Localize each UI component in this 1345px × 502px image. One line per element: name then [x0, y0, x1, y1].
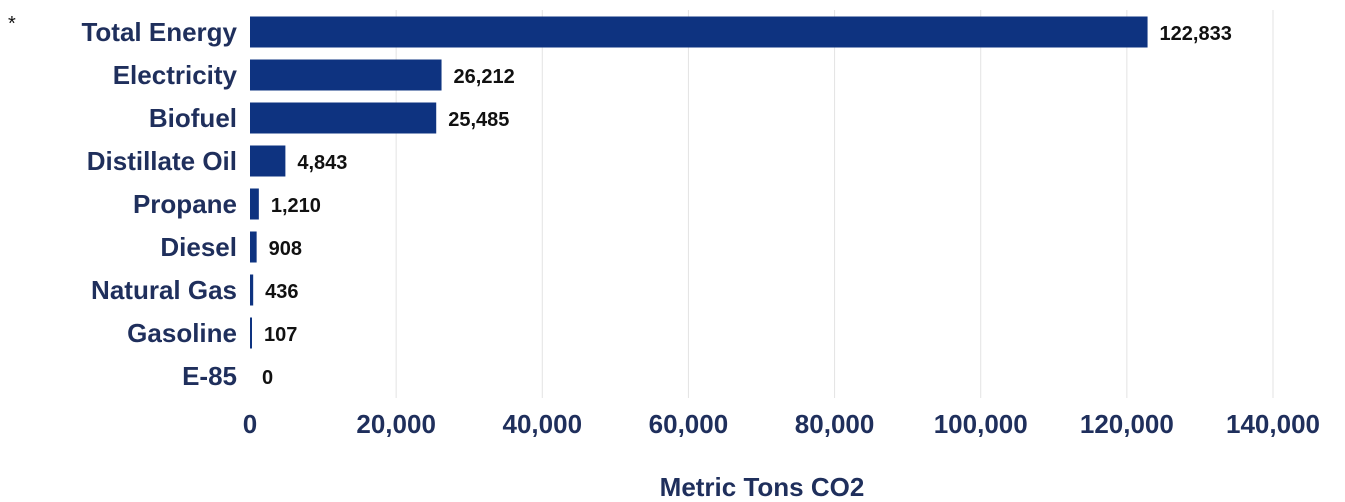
value-label: 4,843: [297, 152, 347, 174]
category-label: Gasoline: [127, 318, 237, 348]
x-axis-title: Metric Tons CO2: [660, 472, 865, 502]
bar: [250, 188, 259, 220]
bar: [250, 274, 254, 306]
bars: [250, 16, 1148, 349]
category-label: Biofuel: [149, 103, 237, 133]
category-label: Total Energy: [81, 17, 237, 47]
x-tick-label: 20,000: [356, 409, 436, 439]
x-tick-label: 40,000: [503, 409, 583, 439]
footnote-marker: *: [8, 13, 16, 35]
bar: [250, 317, 252, 349]
value-label: 25,485: [448, 109, 509, 131]
bar: [250, 59, 442, 91]
value-label: 122,833: [1160, 23, 1232, 45]
x-axis-tick-labels: 0 20,000 40,000 60,000 80,000 100,000 120,000 1…: [243, 409, 1320, 439]
bar: [250, 16, 1148, 48]
category-label: Propane: [133, 189, 237, 219]
grid-lines: [395, 10, 1274, 398]
value-label: 908: [269, 238, 302, 260]
value-label: 26,212: [454, 66, 515, 88]
category-label: E-85: [182, 361, 237, 391]
x-tick-label: 140,000: [1226, 409, 1320, 439]
x-tick-label: 100,000: [934, 409, 1028, 439]
x-tick-label: 80,000: [795, 409, 875, 439]
x-tick-label: 120,000: [1080, 409, 1174, 439]
value-label: 0: [262, 367, 273, 389]
value-label: 107: [264, 324, 297, 346]
value-labels: 122,833 26,212 25,485 4,843 1,210 908 436 107 0: [262, 23, 1232, 389]
bar: [250, 145, 286, 177]
bar: [250, 231, 257, 263]
x-tick-label: 0: [243, 409, 257, 439]
bar: [250, 102, 437, 134]
x-tick-label: 60,000: [649, 409, 729, 439]
value-label: 1,210: [271, 195, 321, 217]
category-label: Electricity: [113, 60, 238, 90]
value-label: 436: [265, 281, 298, 303]
category-label: Natural Gas: [91, 275, 237, 305]
category-label: Distillate Oil: [87, 146, 237, 176]
category-label: Diesel: [160, 232, 237, 262]
category-labels: Total Energy Electricity Biofuel Distillate…: [81, 17, 237, 391]
